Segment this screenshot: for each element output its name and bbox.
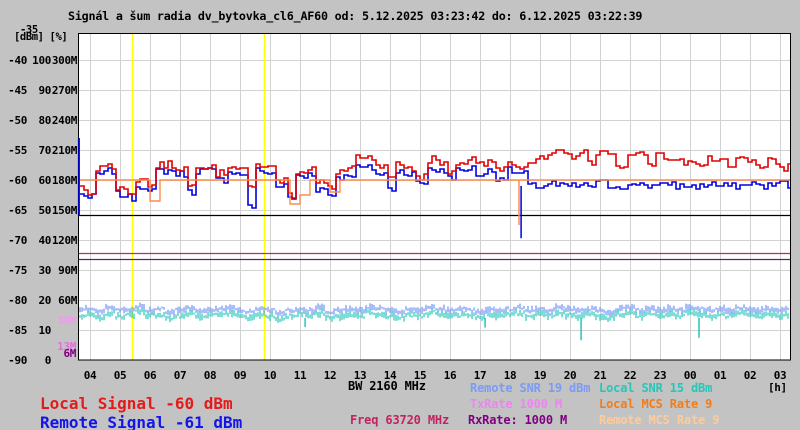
y-axis-tick: 210M <box>51 144 77 157</box>
y-axis-tick: 50 <box>38 204 51 217</box>
y-axis-tick: 10 <box>38 324 51 337</box>
x-axis-hour-label: 21 <box>593 369 607 382</box>
y-axis-unit-label: [dBm] [%] <box>14 31 68 43</box>
x-axis-hour-label: 17 <box>473 369 487 382</box>
x-axis-hour-label: 22 <box>623 369 637 382</box>
y-axis-tick: 90 <box>38 84 51 97</box>
y-axis-tick: 120M <box>51 234 77 247</box>
legend-remote-signal: Remote Signal -61 dBm <box>40 413 243 430</box>
y-axis-tick: 240M <box>51 114 77 127</box>
x-axis-hour-label: 09 <box>233 369 247 382</box>
y-axis-row: -85 10 <box>0 324 77 337</box>
y-axis-row: -80 20 60M <box>0 294 77 307</box>
legend-txrate: TxRate 1000 M <box>470 397 562 411</box>
page-title: Signál a šum radia dv_bytovka_cl6_AF60 o… <box>68 9 643 23</box>
y-axis-tick: 90M <box>58 264 77 277</box>
x-axis-hour-label: 08 <box>203 369 217 382</box>
y-axis-tick: -90 <box>8 354 27 367</box>
x-axis-hour-label: 14 <box>383 369 397 382</box>
y-axis-tick: -60 <box>8 174 27 187</box>
y-axis-row: -75 30 90M <box>0 264 77 277</box>
rate-side-tick: 39M <box>57 314 76 327</box>
legend-remote-snr: Remote SNR 19 dBm <box>470 381 591 395</box>
y-axis-tick: 270M <box>51 84 77 97</box>
y-axis-row: -45 90270M <box>0 84 77 97</box>
y-axis-tick: -40 <box>8 54 27 67</box>
y-axis-row: -70 40120M <box>0 234 77 247</box>
rate-side-tick: 6M <box>63 347 76 360</box>
rate-side-tick: 13M <box>57 340 76 353</box>
y-axis-tick: 150M <box>51 204 77 217</box>
y-axis-tick: 20 <box>38 294 51 307</box>
x-axis-hour-label: 03 <box>773 369 787 382</box>
x-axis-hour-label: 10 <box>263 369 277 382</box>
x-axis-hour-label: 23 <box>653 369 667 382</box>
x-axis-hour-label: 01 <box>713 369 727 382</box>
x-axis-hour-label: 02 <box>743 369 757 382</box>
y-axis-row: -60 60180M <box>0 174 77 187</box>
x-axis-hour-label: 04 <box>83 369 97 382</box>
legend-rxrate: RxRate: 1000 M <box>468 413 568 427</box>
y-axis-tick: -55 <box>8 144 27 157</box>
x-axis-hour-label: 12 <box>323 369 337 382</box>
y-axis-tick: 100 <box>32 54 51 67</box>
x-axis-hour-label: 20 <box>563 369 577 382</box>
y-axis-tick: 60 <box>38 174 51 187</box>
x-axis-hour-label: 11 <box>293 369 307 382</box>
y-axis-tick: -85 <box>8 324 27 337</box>
legend-local-snr: Local SNR 15 dBm <box>599 381 713 395</box>
x-axis-hour-label: 05 <box>113 369 127 382</box>
x-axis-unit-label: [h] <box>768 381 787 394</box>
legend-local-signal: Local Signal -60 dBm <box>40 394 233 413</box>
y-axis-row: -40 100300M <box>0 54 77 67</box>
y-axis-tick: 180M <box>51 174 77 187</box>
legend-bw: BW 2160 MHz <box>348 379 426 393</box>
x-axis-hour-label: 16 <box>443 369 457 382</box>
y-axis-tick: 60M <box>58 294 77 307</box>
y-axis-tick: -75 <box>8 264 27 277</box>
legend-local-mcs: Local MCS Rate 9 <box>599 397 713 411</box>
legend-freq: Freq 63720 MHz <box>350 413 450 427</box>
x-axis-hour-label: 00 <box>683 369 697 382</box>
y-axis-row: -65 50150M <box>0 204 77 217</box>
y-axis-tick: 70 <box>38 144 51 157</box>
y-axis-tick: -65 <box>8 204 27 217</box>
x-axis-hour-label: 18 <box>503 369 517 382</box>
y-axis-tick: -50 <box>8 114 27 127</box>
y-axis-tick: 0 <box>44 354 52 367</box>
y-axis-tick: -45 <box>8 84 27 97</box>
y-axis-row: -90 0 <box>0 354 77 367</box>
y-axis-tick: 300M <box>51 54 77 67</box>
y-axis-row: -55 70210M <box>0 144 77 157</box>
y-axis-tick: 80 <box>38 114 51 127</box>
x-axis-hour-label: 19 <box>533 369 547 382</box>
y-axis-tick: -70 <box>8 234 27 247</box>
x-axis-hour-label: 07 <box>173 369 187 382</box>
x-axis-hour-label: 15 <box>413 369 427 382</box>
y-axis-tick: 30 <box>38 264 51 277</box>
y-axis-row: -50 80240M <box>0 114 77 127</box>
legend-remote-mcs: Remote MCS Rate 9 <box>599 413 720 427</box>
y-axis-top-tick: -35 <box>20 24 38 36</box>
x-axis-hour-label: 13 <box>353 369 367 382</box>
y-axis-tick: 40 <box>38 234 51 247</box>
y-axis-tick: -80 <box>8 294 27 307</box>
x-axis-hour-label: 06 <box>143 369 157 382</box>
